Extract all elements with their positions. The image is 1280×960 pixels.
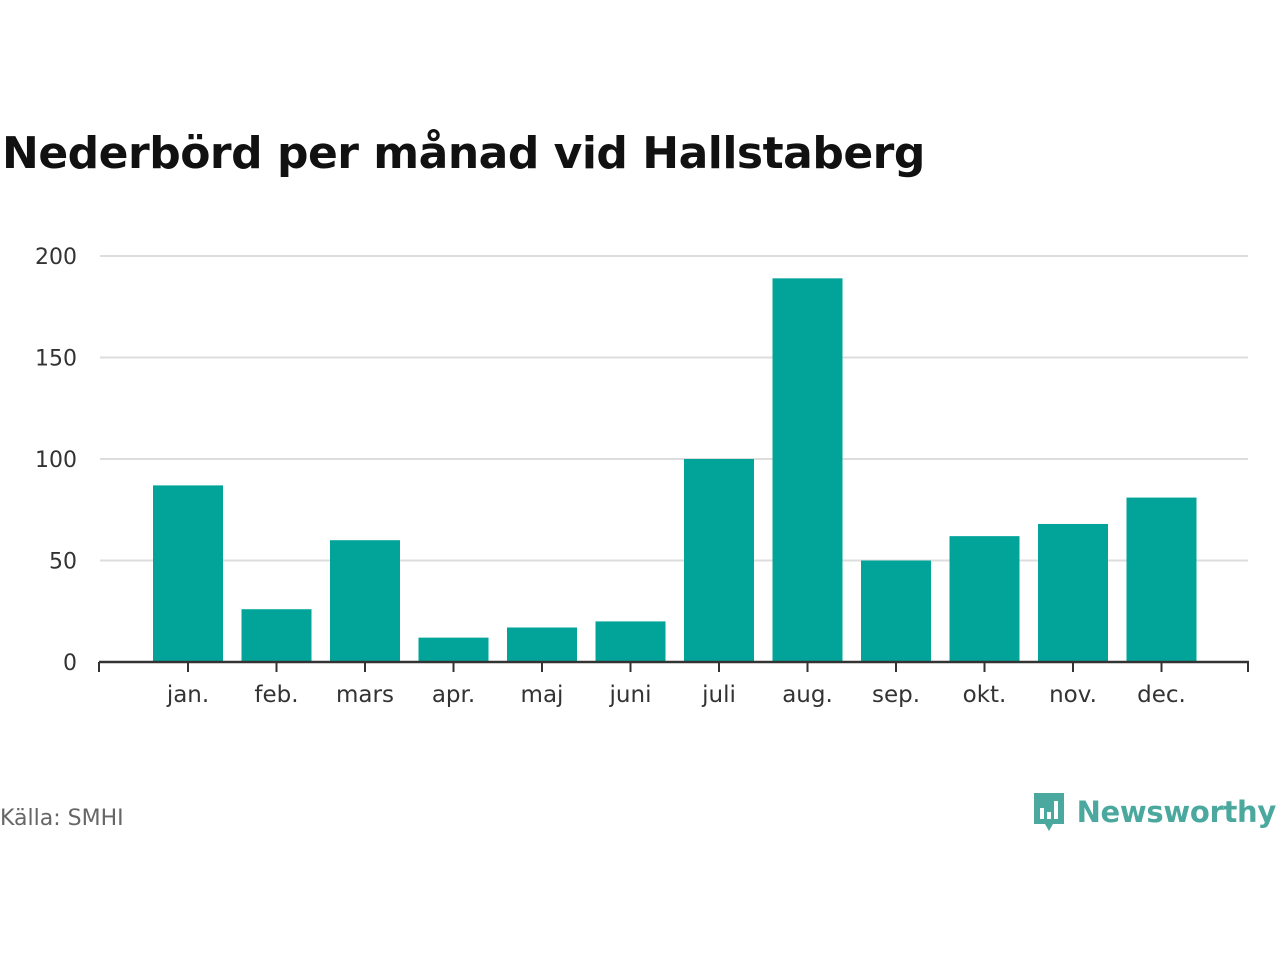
bar-chart: 0 50 100 150 200 jan. feb. mars apr. maj juni juli… bbox=[35, 245, 1249, 708]
bar bbox=[861, 560, 931, 662]
x-tick-label: jan. bbox=[166, 682, 209, 708]
x-tick-label: feb. bbox=[254, 682, 298, 708]
x-tick-label: apr. bbox=[432, 682, 475, 708]
x-tick-label: maj bbox=[521, 682, 564, 708]
x-tick-label: aug. bbox=[782, 682, 833, 708]
grid-lines bbox=[100, 255, 1248, 562]
y-tick-label: 200 bbox=[35, 245, 77, 270]
chart-title: Nederbörd per månad vid Hallstaberg bbox=[2, 128, 925, 179]
x-tick-label: mars bbox=[336, 682, 394, 708]
newsworthy-logo-icon bbox=[1033, 793, 1064, 831]
bar bbox=[595, 621, 666, 662]
y-tick-label: 50 bbox=[49, 550, 77, 575]
source-note: Källa: SMHI bbox=[0, 806, 124, 831]
x-tick-label: juni bbox=[609, 682, 652, 708]
bar bbox=[1038, 523, 1108, 662]
x-tick-label: okt. bbox=[963, 682, 1007, 708]
y-tick-label: 0 bbox=[63, 651, 77, 676]
x-tick-label: juli bbox=[701, 682, 736, 708]
bar bbox=[684, 459, 754, 662]
y-tick-label: 150 bbox=[35, 347, 77, 372]
y-axis-ticks: 0 50 100 150 200 bbox=[35, 245, 77, 676]
bar bbox=[330, 540, 400, 662]
y-tick-label: 100 bbox=[35, 448, 77, 473]
x-tick-label: sep. bbox=[872, 682, 920, 708]
bar bbox=[772, 278, 843, 662]
bar bbox=[949, 536, 1020, 662]
brand-name: Newsworthy bbox=[1076, 795, 1277, 829]
x-axis: jan. feb. mars apr. maj juni juli aug. sep. okt. n… bbox=[98, 660, 1249, 708]
bar bbox=[241, 609, 312, 662]
bars bbox=[153, 278, 1197, 662]
x-tick-label: dec. bbox=[1137, 682, 1186, 708]
x-tick-label: nov. bbox=[1049, 682, 1097, 708]
bar bbox=[418, 637, 489, 662]
bar bbox=[507, 627, 577, 662]
bar bbox=[1126, 497, 1197, 662]
brand-logo[interactable]: Newsworthy bbox=[1031, 790, 1276, 834]
bar bbox=[153, 485, 223, 662]
